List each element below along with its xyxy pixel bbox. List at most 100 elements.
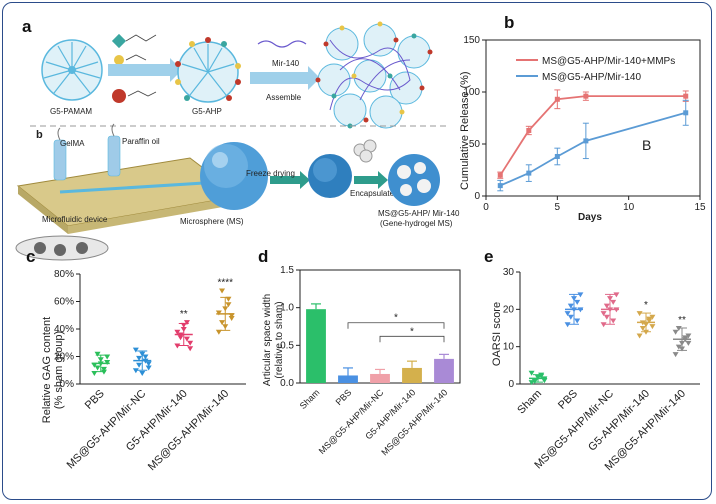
panel-e-point-3-8 [646, 316, 653, 322]
product-label-line1: MS@G5-AHP/ Mir-140 [378, 209, 460, 218]
panel-e-point-4-1 [675, 344, 682, 350]
panel-e-sig-3: * [644, 300, 648, 311]
panel-d-category-label-0: Sham [298, 387, 322, 411]
panel-e-point-3-9 [649, 324, 656, 330]
panel-d-bar-1 [338, 375, 358, 383]
panel-c-point-0-9 [104, 360, 111, 365]
panel-b-ytick-label-0: 0 [474, 191, 480, 202]
panel-b-series-line-0 [499, 95, 686, 176]
panel-e-category-label-0: Sham [515, 388, 544, 417]
panel-e-point-3-4 [649, 314, 656, 320]
panel-c-point-2-1 [177, 335, 184, 341]
panel-e-sig-4: ** [678, 315, 686, 326]
panel-c-point-3-3 [225, 296, 232, 302]
panel-c-point-1-7 [139, 371, 146, 376]
panel-b-point-1-1 [526, 170, 532, 176]
panel-c-point-3-8 [225, 302, 232, 308]
panel-e-point-4-9 [685, 340, 692, 346]
panel-e-letter: e [484, 247, 493, 266]
panel-e-point-1-5 [564, 311, 571, 317]
panel-b-legend: MS@G5-AHP/Mir-140+MMPs MS@G5-AHP/Mir-140 [516, 56, 675, 83]
panel-c-point-1-4 [145, 365, 152, 371]
panel-c-ytick-label-0: 0% [60, 379, 75, 390]
panel-c-point-3-4 [228, 316, 235, 321]
panel-d-ytick-label-2: 1.0 [280, 303, 294, 314]
panel-e-point-4-5 [672, 329, 679, 335]
panel-b-point-0-4 [683, 93, 689, 99]
panel-c-category-label-3: MS@G5-AHP/Mir-140 [146, 388, 232, 474]
panel-c-letter: c [26, 247, 35, 266]
g5-pamam-dendrimer [41, 39, 103, 101]
panel-c-point-2-3 [183, 320, 190, 326]
panel-e-ylabel: OARSI score [491, 302, 503, 366]
panel-b-point-0-0 [497, 172, 503, 178]
arrow-assemble-icon [250, 66, 320, 90]
panel-d-bar-0 [306, 309, 326, 383]
panel-e-point-4-4 [685, 333, 692, 339]
panel-b-xtick-label-2: 10 [623, 202, 635, 213]
legend-entry-1: MS@G5-AHP/Mir-140 [542, 72, 641, 83]
panel-b-point-1-3 [583, 138, 589, 144]
panel-b-xtick-label-3: 15 [694, 202, 706, 213]
panel-e-point-3-0 [636, 333, 643, 339]
panel-c-ytick-label-4: 80% [54, 269, 74, 280]
panel-c-ytick-label-3: 60% [54, 297, 74, 308]
panel-e-point-2-6 [603, 303, 610, 309]
panel-e-point-1-6 [567, 303, 574, 309]
panel-c-point-3-5 [215, 310, 222, 316]
panel-d-bar-4 [434, 358, 454, 383]
mir-140-label: Mir-140 [272, 59, 300, 68]
arrow-to-g5-ahp-icon [108, 58, 182, 82]
panel-c-point-1-5 [132, 347, 139, 353]
panel-e-category-label-3: G5-AHP/Mir-140 [586, 388, 652, 454]
panel-e-point-2-4 [613, 292, 620, 298]
panel-b-point-1-0 [497, 183, 503, 189]
panel-b-xtick-label-1: 5 [555, 202, 561, 213]
assemble-label: Assemble [266, 93, 302, 102]
panel-c-point-2-4 [187, 340, 194, 346]
panel-c-point-0-4 [104, 354, 111, 360]
panel-c-point-1-6 [136, 355, 143, 361]
panel-e-point-1-8 [574, 318, 581, 324]
panel-b-plot-frame [485, 39, 701, 197]
panel-e-ytick-label-0: 0 [508, 379, 514, 390]
panel-e-point-2-5 [600, 311, 607, 317]
g5-ahp-label: G5-AHP [192, 107, 222, 116]
panel-c-point-0-8 [100, 366, 107, 372]
product-label-line2: (Gene-hydrogel MS) [380, 219, 453, 228]
panel-b-ytick-label-1: 50 [469, 139, 481, 150]
panel-c-point-1-1 [136, 362, 143, 368]
panel-d-ytick-label-0: 0.0 [280, 378, 294, 389]
panel-e-point-4-0 [672, 352, 679, 358]
panel-d: d Articular space width (relative to sha… [258, 247, 461, 457]
panel-b-letter: b [504, 13, 514, 32]
arrow-freeze-icon [270, 171, 310, 189]
panel-b-xtick-label-0: 0 [483, 202, 489, 213]
g5-pamam-label: G5-PAMAM [50, 107, 92, 116]
panel-c-category-label-0: PBS [83, 388, 107, 412]
panel-e-ytick-label-2: 20 [503, 304, 515, 315]
panel-d-category-label-4: MS@G5-AHP/Mir-140 [379, 387, 449, 457]
panel-d-sig-bracket-0 [347, 322, 445, 329]
panel-c-point-3-0 [215, 329, 222, 335]
panel-e-ytick-label-3: 30 [503, 267, 515, 278]
assembled-network [315, 21, 433, 129]
panel-e-point-2-8 [610, 318, 617, 324]
panel-d-sig-bracket-1 [379, 335, 445, 343]
panel-c-sig-3: **** [217, 278, 233, 289]
panel-e-ytick-label-1: 10 [503, 342, 515, 353]
panel-e-point-1-4 [577, 292, 584, 298]
legend-entry-0: MS@G5-AHP/Mir-140+MMPs [542, 56, 675, 67]
panel-e-category-label-1: PBS [556, 388, 580, 412]
panel-d-ytick-label-1: 0.5 [280, 340, 294, 351]
panel-c-ytick-label-2: 40% [54, 324, 74, 335]
panel-e-point-1-0 [564, 322, 571, 328]
panel-a: a G5-PAMAM [15, 17, 460, 261]
panel-c-ylabel-2: (% sham group) [53, 331, 65, 409]
panel-d-category-label-1: PBS [334, 387, 354, 407]
gene-hydrogel-ms [388, 154, 440, 206]
mir-140-strand-icon [257, 40, 307, 48]
panel-d-letter: d [258, 247, 268, 266]
panel-b-annotation: B [642, 137, 651, 153]
panel-c-point-1-8 [142, 354, 149, 360]
